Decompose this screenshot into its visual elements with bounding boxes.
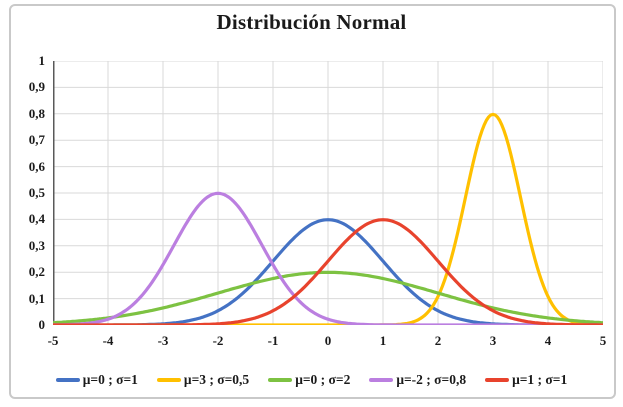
y-tick-label: 1: [38, 53, 46, 68]
normal-curve-1: [53, 112, 603, 325]
legend-label: μ=0 ; σ=2: [295, 372, 351, 387]
normal-curve-2: [53, 270, 603, 325]
y-tick-label: 0,1: [28, 290, 45, 306]
legend-line-marker: [55, 378, 80, 382]
legend-item-0: μ=0 ; σ=1: [55, 372, 138, 388]
y-tick-label: 0,2: [28, 264, 45, 280]
x-tick-label: 1: [379, 333, 387, 348]
chart-frame: [9, 4, 616, 399]
y-tick-label: 0,8: [28, 105, 45, 121]
y-axis-tick-labels: 1 0,9 0,8 0,7 0,6 0,5 0,4 0,3 0,2 0,1 0: [0, 0, 45, 340]
x-tick-label: -4: [102, 333, 114, 348]
legend-label: μ=1 ; σ=1: [512, 372, 568, 387]
chart-title: Distribución Normal: [216, 10, 407, 34]
x-tick-label: 5: [599, 333, 607, 348]
x-tick-label: -2: [212, 333, 224, 348]
y-tick-label: 0,4: [28, 211, 45, 227]
legend-item-4: μ=1 ; σ=1: [485, 372, 567, 388]
x-tick-label: -3: [157, 333, 169, 348]
y-tick-label: 0,3: [28, 237, 45, 253]
legend-line-marker: [268, 378, 293, 382]
x-tick-label: 0: [324, 333, 332, 348]
x-tick-label: 3: [489, 333, 497, 348]
y-tick-label: 0: [38, 317, 46, 332]
x-tick-label: -5: [47, 333, 59, 348]
x-tick-label: 4: [544, 333, 552, 348]
legend-label: μ=3 ; σ=0,5: [183, 372, 250, 387]
chart-legend: μ=0 ; σ=1 μ=3 ; σ=0,5 μ=0 ; σ=2 μ=-2 ; σ=0,…: [0, 372, 623, 388]
legend-label: μ=0 ; σ=1: [82, 372, 138, 387]
legend-label: μ=-2 ; σ=0,8: [396, 372, 467, 387]
legend-line-marker: [369, 378, 394, 382]
y-tick-label: 0,9: [28, 79, 45, 95]
legend-item-3: μ=-2 ; σ=0,8: [369, 372, 466, 388]
legend-item-1: μ=3 ; σ=0,5: [156, 372, 250, 388]
normal-curve-4: [53, 218, 603, 325]
y-tick-label: 0,5: [28, 185, 45, 200]
x-tick-label: -1: [267, 333, 279, 348]
y-tick-label: 0,7: [28, 132, 45, 148]
legend-line-marker: [485, 378, 510, 382]
legend-item-2: μ=0 ; σ=2: [268, 372, 350, 388]
x-tick-label: 2: [434, 333, 442, 348]
x-axis-tick-labels: -5 -4 -3 -2 -1 0 1 2 3 4 5: [0, 333, 623, 351]
y-tick-label: 0,6: [28, 158, 45, 174]
plot-area: [53, 61, 603, 325]
normal-curve-3: [53, 191, 603, 325]
legend-line-marker: [156, 378, 181, 382]
